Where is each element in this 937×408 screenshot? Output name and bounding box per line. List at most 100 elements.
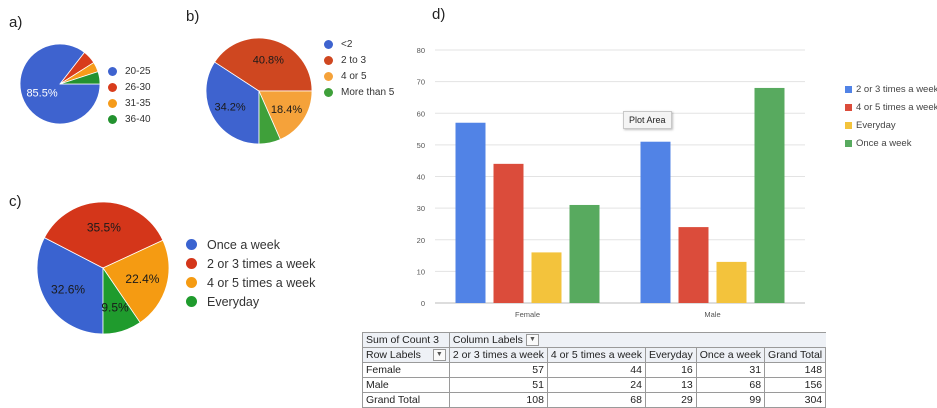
- legend-swatch: [324, 87, 333, 97]
- pie-chart-b: 34.2% 40.8% 18.4%: [205, 37, 313, 145]
- bar-chart-gender-frequency: 0 10 20 30 40 50 60 70 80 Female Male: [417, 46, 805, 319]
- row-filter-dropdown-icon[interactable]: ▼: [432, 349, 446, 362]
- legend-item: 2 to 3: [324, 52, 394, 68]
- bar: [569, 204, 600, 303]
- legend-item: Everyday: [845, 116, 937, 134]
- legend-item: 2 or 3 times a week: [845, 80, 937, 98]
- bar: [531, 252, 562, 303]
- bar: [678, 227, 709, 303]
- pie-slice-label: 34.2%: [215, 101, 246, 113]
- column-filter-dropdown-icon[interactable]: ▼: [525, 334, 539, 347]
- legend-item: 36-40: [108, 111, 151, 127]
- x-tick-label: Male: [704, 310, 720, 319]
- legend-swatch: [108, 66, 117, 76]
- legend-item: 26-30: [108, 79, 151, 95]
- legend-item: 4 or 5 times a week: [845, 98, 937, 116]
- legend-swatch: [845, 103, 852, 111]
- legend-item: Everyday: [186, 292, 315, 311]
- legend-swatch: [324, 39, 333, 49]
- y-tick-label: 10: [417, 267, 425, 276]
- pie-slice-label: 40.8%: [253, 54, 284, 66]
- pivot-cell: 156: [764, 377, 827, 393]
- pivot-cell: 51: [448, 377, 548, 393]
- pie-a-legend: 20-25 26-30 31-35 36-40: [108, 63, 151, 127]
- pivot-cell: 148: [764, 362, 827, 378]
- pivot-cell: 99: [695, 392, 766, 408]
- bar: [716, 261, 747, 303]
- legend-label: Once a week: [856, 137, 912, 149]
- pivot-row-label: Grand Total: [362, 392, 450, 408]
- legend-label: 4 or 5 times a week: [856, 101, 937, 113]
- table-row: Female 57 44 16 31 148: [362, 362, 827, 378]
- bar: [493, 163, 524, 303]
- pivot-column-header: Once a week: [695, 347, 766, 363]
- pivot-column-header: Grand Total: [764, 347, 827, 363]
- legend-swatch: [845, 121, 852, 129]
- pivot-cell: 108: [448, 392, 548, 408]
- pie-slice: [258, 90, 281, 145]
- legend-item: 4 or 5: [324, 68, 394, 84]
- legend-item: 31-35: [108, 95, 151, 111]
- pivot-column-header: 2 or 3 times a week: [448, 347, 548, 363]
- legend-label: 4 or 5: [341, 70, 367, 82]
- legend-label: 2 or 3 times a week: [856, 83, 937, 95]
- pivot-cell: 68: [546, 392, 646, 408]
- pie-slice: [36, 237, 104, 335]
- pie-slice-label: 18.4%: [271, 104, 302, 116]
- legend-item: <2: [324, 36, 394, 52]
- pie-c-legend: Once a week 2 or 3 times a week 4 or 5 tim…: [186, 235, 315, 311]
- pivot-row-label: Female: [362, 362, 450, 378]
- legend-swatch: [324, 71, 333, 81]
- legend-item: 2 or 3 times a week: [186, 254, 315, 273]
- legend-item: 4 or 5 times a week: [186, 273, 315, 292]
- y-tick-label: 60: [417, 109, 425, 118]
- legend-swatch: [186, 258, 197, 269]
- y-tick-label: 20: [417, 236, 425, 245]
- pie-slice: [214, 37, 313, 92]
- legend-swatch: [186, 277, 197, 288]
- pivot-corner-cell: Sum of Count 3: [362, 332, 450, 348]
- pie-slice-label: 9.5%: [101, 300, 129, 314]
- x-tick-label: Female: [515, 310, 540, 319]
- pie-slice: [102, 239, 170, 324]
- legend-label: More than 5: [341, 86, 395, 98]
- pie-chart-age: 85.5%: [19, 43, 101, 125]
- pivot-column-header: 4 or 5 times a week: [546, 347, 646, 363]
- table-row: Grand Total 108 68 29 99 304: [362, 392, 827, 408]
- legend-label: 36-40: [125, 113, 151, 125]
- pivot-cell: 29: [644, 392, 697, 408]
- bar: [455, 122, 486, 303]
- y-tick-label: 50: [417, 141, 425, 150]
- legend-label: 20-25: [125, 65, 151, 77]
- pivot-cell: 44: [546, 362, 646, 378]
- table-row: Male 51 24 13 68 156: [362, 377, 827, 393]
- pivot-column-header: Everyday: [644, 347, 697, 363]
- pivot-cell: 13: [644, 377, 697, 393]
- legend-label: Everyday: [856, 119, 896, 131]
- pivot-cell: 68: [695, 377, 766, 393]
- plot-area-tooltip: Plot Area: [623, 111, 672, 129]
- pie-slice: [102, 266, 141, 335]
- legend-label: 2 or 3 times a week: [207, 256, 316, 271]
- pivot-row-labels: Row Labels: [366, 348, 421, 361]
- y-tick-label: 40: [417, 173, 425, 182]
- pivot-cell: 304: [764, 392, 827, 408]
- legend-swatch: [108, 98, 117, 108]
- legend-item: More than 5: [324, 84, 394, 100]
- bar: [754, 87, 785, 303]
- panel-c-label: c): [9, 193, 22, 210]
- pivot-row-label: Male: [362, 377, 450, 393]
- pivot-table: Sum of Count 3 Column Labels ▼ Row Labels…: [362, 332, 827, 408]
- legend-item: Once a week: [845, 134, 937, 152]
- pie-slice-label: 35.5%: [87, 220, 121, 234]
- legend-swatch: [324, 55, 333, 65]
- pie-slice: [258, 90, 313, 141]
- pie-slice: [59, 71, 101, 85]
- pie-chart-frequency: 32.6% 35.5% 22.4% 9.5%: [36, 201, 170, 335]
- bar-chart-legend: 2 or 3 times a week 4 or 5 times a week Ev…: [845, 80, 937, 152]
- pie-slice: [43, 201, 164, 269]
- pivot-cell: 57: [448, 362, 548, 378]
- legend-label: 31-35: [125, 97, 151, 109]
- pie-slice-label: 85.5%: [26, 88, 57, 100]
- pivot-column-labels: Column Labels: [452, 333, 523, 346]
